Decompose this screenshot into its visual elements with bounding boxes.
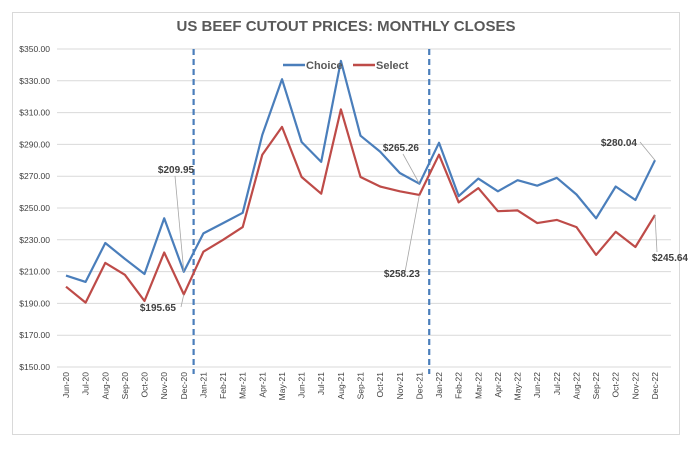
y-tick-label: $250.00 — [19, 203, 50, 213]
x-tick-label: Dec-20 — [179, 372, 189, 400]
y-tick-label: $170.00 — [19, 330, 50, 340]
x-tick-label: Oct-21 — [375, 372, 385, 398]
x-axis-ticks: Jun-20 Jul-20 Aug-20 Sep-20 Oct-20 Nov-20 Dec-… — [61, 372, 660, 401]
x-tick-label: Jun-22 — [532, 372, 542, 398]
series-line-select — [65, 108, 656, 304]
annotation-label: $258.23 — [384, 269, 421, 280]
y-tick-label: $270.00 — [19, 171, 50, 181]
x-tick-label: Jun-20 — [61, 372, 71, 398]
x-tick-label: Aug-20 — [100, 372, 110, 400]
chart-title: US BEEF CUTOUT PRICES: MONTHLY CLOSES — [176, 18, 516, 35]
legend-label-choice: Choice — [306, 60, 343, 72]
x-tick-label: Dec-22 — [650, 372, 660, 400]
series-line-choice — [65, 59, 656, 283]
annotation-leader-line — [639, 141, 656, 161]
x-tick-label: Jul-22 — [552, 372, 562, 395]
y-tick-label: $350.00 — [19, 44, 50, 54]
x-tick-label: Feb-22 — [454, 372, 464, 399]
x-tick-label: Dec-21 — [414, 372, 424, 400]
x-tick-label: Jul-20 — [81, 372, 91, 395]
x-tick-label: Aug-22 — [571, 372, 581, 400]
y-tick-label: $330.00 — [19, 76, 50, 86]
x-tick-label: Mar-22 — [473, 372, 483, 399]
x-tick-label: Apr-21 — [257, 372, 267, 398]
gridlines — [57, 48, 671, 368]
y-tick-label: $290.00 — [19, 139, 50, 149]
x-tick-label: Apr-22 — [493, 372, 503, 398]
x-tick-label: Jun-21 — [297, 372, 307, 398]
x-tick-label: Nov-21 — [395, 372, 405, 400]
y-tick-label: $210.00 — [19, 267, 50, 277]
x-tick-label: May-21 — [277, 372, 287, 401]
annotation-leader-line — [402, 153, 420, 184]
x-tick-label: Mar-21 — [238, 372, 248, 399]
annotation-label: $280.04 — [601, 138, 638, 149]
y-tick-label: $230.00 — [19, 235, 50, 245]
annotation-leader-line — [174, 175, 185, 272]
data-annotations: $209.95 $195.65 $265.26 $258.23 $280.04 $245.… — [140, 138, 689, 314]
x-tick-label: Feb-21 — [218, 372, 228, 399]
annotation-label: $245.64 — [652, 253, 689, 264]
x-tick-label: Oct-20 — [140, 372, 150, 398]
annotation-leader-line — [654, 214, 658, 253]
x-tick-label: Nov-20 — [159, 372, 169, 400]
x-tick-label: Sep-20 — [120, 372, 130, 400]
x-tick-label: May-22 — [513, 372, 523, 401]
x-tick-label: Sep-21 — [356, 372, 366, 400]
legend-label-select: Select — [376, 60, 409, 72]
y-axis-ticks: $150.00 $170.00 $190.00 $210.00 $230.00 $250.… — [19, 44, 50, 372]
x-tick-label: Jan-22 — [434, 372, 444, 398]
annotation-leader-line — [404, 194, 420, 273]
annotation-label: $265.26 — [383, 143, 420, 154]
x-tick-label: Sep-22 — [591, 372, 601, 400]
y-tick-label: $190.00 — [19, 298, 50, 308]
x-tick-label: Aug-21 — [336, 372, 346, 400]
legend: Choice Select — [283, 60, 409, 72]
y-tick-label: $310.00 — [19, 108, 50, 118]
x-tick-label: Oct-22 — [611, 372, 621, 398]
annotation-label: $195.65 — [140, 303, 177, 314]
y-tick-label: $150.00 — [19, 362, 50, 372]
x-tick-label: Jan-21 — [198, 372, 208, 398]
annotation-leader-line — [180, 294, 185, 308]
x-tick-label: Nov-22 — [630, 372, 640, 400]
vertical-markers — [192, 49, 431, 374]
x-tick-label: Jul-21 — [316, 372, 326, 395]
annotation-label: $209.95 — [158, 165, 195, 176]
series-lines — [65, 59, 656, 304]
